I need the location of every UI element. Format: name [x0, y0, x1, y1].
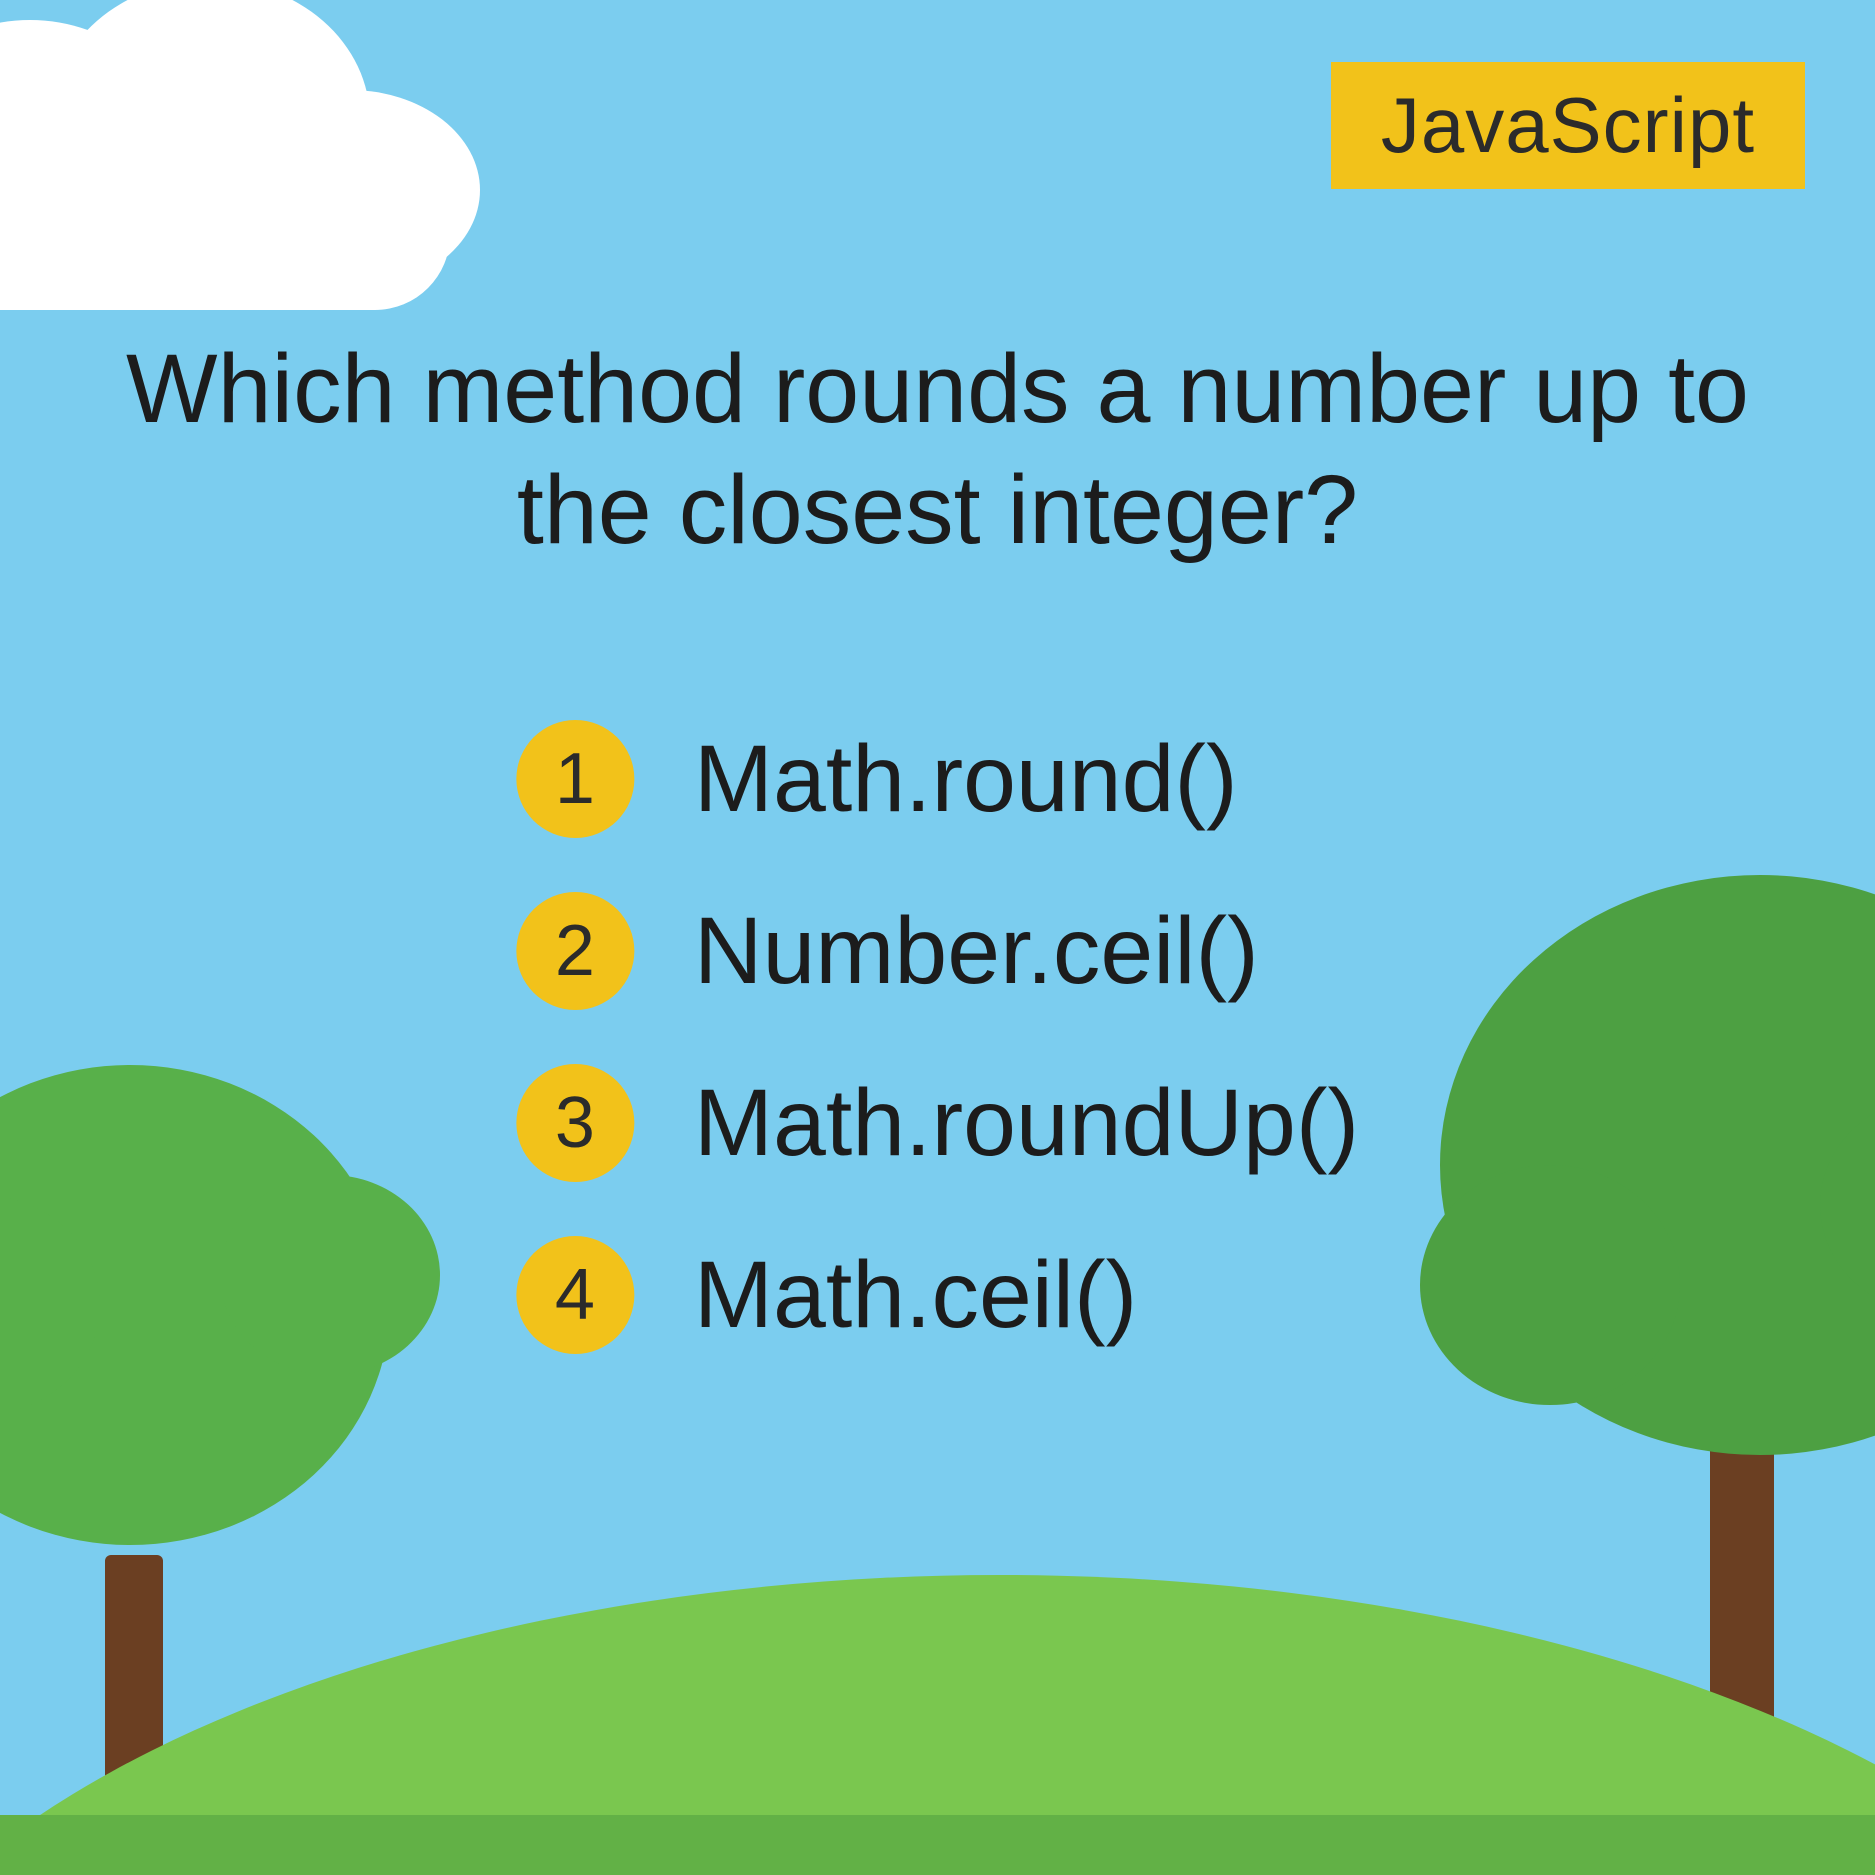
- option-number: 1: [555, 738, 595, 820]
- question-text: Which method rounds a number up to the c…: [0, 328, 1875, 571]
- option-label: Math.roundUp(): [694, 1069, 1359, 1178]
- option-3[interactable]: 3 Math.roundUp(): [516, 1064, 1359, 1182]
- ground: [0, 1815, 1875, 1875]
- options-list: 1 Math.round() 2 Number.ceil() 3 Math.ro…: [516, 720, 1359, 1354]
- option-label: Number.ceil(): [694, 897, 1259, 1006]
- tree-foliage-left-bump: [220, 1175, 440, 1375]
- cloud-left: [0, 0, 480, 320]
- quiz-card: JavaScript Which method rounds a number …: [0, 0, 1875, 1875]
- option-number: 4: [555, 1254, 595, 1336]
- option-2[interactable]: 2 Number.ceil(): [516, 892, 1359, 1010]
- option-number-badge: 2: [516, 892, 634, 1010]
- option-4[interactable]: 4 Math.ceil(): [516, 1236, 1359, 1354]
- option-number: 3: [555, 1082, 595, 1164]
- option-number-badge: 1: [516, 720, 634, 838]
- option-label: Math.round(): [694, 725, 1238, 834]
- option-1[interactable]: 1 Math.round(): [516, 720, 1359, 838]
- option-label: Math.ceil(): [694, 1241, 1137, 1350]
- option-number-badge: 3: [516, 1064, 634, 1182]
- language-badge-label: JavaScript: [1381, 81, 1755, 169]
- language-badge: JavaScript: [1331, 62, 1805, 189]
- option-number: 2: [555, 910, 595, 992]
- option-number-badge: 4: [516, 1236, 634, 1354]
- tree-foliage-right-bump: [1420, 1165, 1680, 1405]
